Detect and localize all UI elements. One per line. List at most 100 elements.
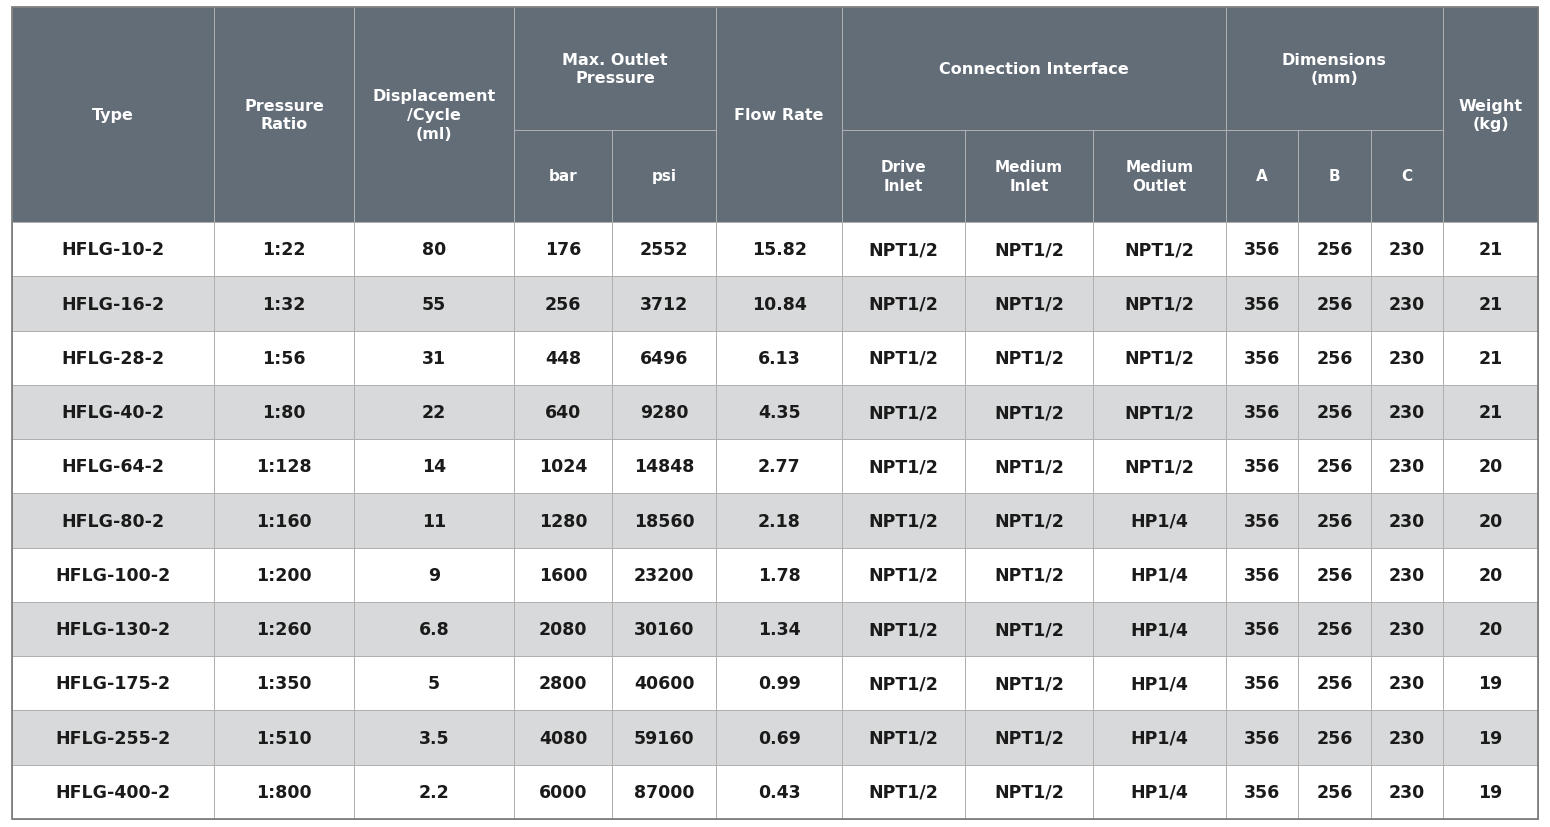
Text: NPT1/2: NPT1/2 bbox=[994, 241, 1063, 259]
Bar bbox=[716, 602, 842, 657]
Bar bbox=[1297, 548, 1370, 602]
Text: 1:80: 1:80 bbox=[262, 404, 305, 422]
Text: 230: 230 bbox=[1389, 783, 1424, 801]
Bar bbox=[612, 710, 716, 765]
Bar bbox=[515, 332, 612, 385]
Bar bbox=[214, 657, 353, 710]
Bar bbox=[612, 494, 716, 548]
Text: 230: 230 bbox=[1389, 566, 1424, 584]
Text: 10.84: 10.84 bbox=[752, 295, 806, 313]
Text: 9: 9 bbox=[428, 566, 440, 584]
Text: NPT1/2: NPT1/2 bbox=[1124, 241, 1194, 259]
Text: NPT1/2: NPT1/2 bbox=[994, 458, 1063, 476]
Bar bbox=[612, 131, 716, 223]
Bar bbox=[842, 223, 964, 277]
Text: 2552: 2552 bbox=[640, 241, 688, 259]
Bar bbox=[1370, 277, 1443, 332]
Bar bbox=[842, 131, 964, 223]
Text: 356: 356 bbox=[1243, 349, 1280, 367]
Bar bbox=[1226, 710, 1297, 765]
Bar bbox=[964, 602, 1093, 657]
Bar bbox=[1370, 710, 1443, 765]
Bar bbox=[515, 548, 612, 602]
Bar bbox=[515, 765, 612, 819]
Bar bbox=[1093, 494, 1226, 548]
Bar bbox=[12, 710, 214, 765]
Text: 20: 20 bbox=[1479, 566, 1502, 584]
Text: NPT1/2: NPT1/2 bbox=[1124, 458, 1194, 476]
Text: HFLG-16-2: HFLG-16-2 bbox=[62, 295, 164, 313]
Bar bbox=[716, 548, 842, 602]
Text: 6.13: 6.13 bbox=[758, 349, 800, 367]
Bar bbox=[612, 277, 716, 332]
Text: 1:160: 1:160 bbox=[256, 512, 312, 530]
Text: 9280: 9280 bbox=[640, 404, 688, 422]
Bar bbox=[214, 548, 353, 602]
Text: Displacement
/Cycle
(ml): Displacement /Cycle (ml) bbox=[372, 89, 496, 141]
Bar bbox=[612, 332, 716, 385]
Bar bbox=[1297, 657, 1370, 710]
Bar bbox=[1226, 494, 1297, 548]
Bar bbox=[12, 277, 214, 332]
Bar bbox=[515, 277, 612, 332]
Bar bbox=[214, 385, 353, 440]
Bar bbox=[353, 494, 515, 548]
Bar bbox=[964, 385, 1093, 440]
Bar bbox=[1443, 223, 1538, 277]
Bar bbox=[1297, 710, 1370, 765]
Bar bbox=[964, 710, 1093, 765]
Bar bbox=[515, 131, 612, 223]
Text: 356: 356 bbox=[1243, 295, 1280, 313]
Bar bbox=[1370, 223, 1443, 277]
Bar bbox=[1226, 548, 1297, 602]
Text: 6000: 6000 bbox=[539, 783, 587, 801]
Bar bbox=[214, 8, 353, 223]
Bar bbox=[1297, 385, 1370, 440]
Text: HFLG-40-2: HFLG-40-2 bbox=[62, 404, 164, 422]
Text: 30160: 30160 bbox=[634, 620, 694, 638]
Bar bbox=[1370, 440, 1443, 494]
Text: 1:510: 1:510 bbox=[256, 729, 312, 747]
Text: Pressure
Ratio: Pressure Ratio bbox=[243, 98, 324, 132]
Bar bbox=[716, 385, 842, 440]
Bar bbox=[716, 8, 842, 223]
Bar bbox=[353, 332, 515, 385]
Text: 19: 19 bbox=[1479, 675, 1502, 692]
Bar bbox=[515, 8, 716, 131]
Text: Drive
Inlet: Drive Inlet bbox=[880, 160, 927, 194]
Bar bbox=[1443, 548, 1538, 602]
Text: 21: 21 bbox=[1479, 349, 1502, 367]
Text: Weight
(kg): Weight (kg) bbox=[1459, 98, 1522, 132]
Text: 1:350: 1:350 bbox=[256, 675, 312, 692]
Bar bbox=[842, 602, 964, 657]
Bar bbox=[1093, 332, 1226, 385]
Text: 230: 230 bbox=[1389, 512, 1424, 530]
Bar bbox=[12, 332, 214, 385]
Text: 18560: 18560 bbox=[634, 512, 694, 530]
Bar bbox=[1443, 277, 1538, 332]
Bar bbox=[12, 548, 214, 602]
Bar bbox=[515, 657, 612, 710]
Text: 230: 230 bbox=[1389, 675, 1424, 692]
Bar bbox=[515, 385, 612, 440]
Text: Dimensions
(mm): Dimensions (mm) bbox=[1282, 52, 1387, 86]
Text: 230: 230 bbox=[1389, 620, 1424, 638]
Bar bbox=[612, 548, 716, 602]
Bar bbox=[1226, 277, 1297, 332]
Text: 256: 256 bbox=[1316, 675, 1353, 692]
Bar bbox=[964, 131, 1093, 223]
Bar bbox=[964, 440, 1093, 494]
Bar bbox=[842, 494, 964, 548]
Bar bbox=[1443, 765, 1538, 819]
Bar bbox=[1297, 765, 1370, 819]
Text: NPT1/2: NPT1/2 bbox=[868, 512, 938, 530]
Text: HP1/4: HP1/4 bbox=[1130, 783, 1189, 801]
Text: 1:200: 1:200 bbox=[256, 566, 312, 584]
Bar bbox=[612, 602, 716, 657]
Bar bbox=[1297, 440, 1370, 494]
Text: 2.2: 2.2 bbox=[418, 783, 449, 801]
Text: bar: bar bbox=[549, 170, 577, 184]
Text: 356: 356 bbox=[1243, 241, 1280, 259]
Bar bbox=[1226, 332, 1297, 385]
Text: 1280: 1280 bbox=[539, 512, 587, 530]
